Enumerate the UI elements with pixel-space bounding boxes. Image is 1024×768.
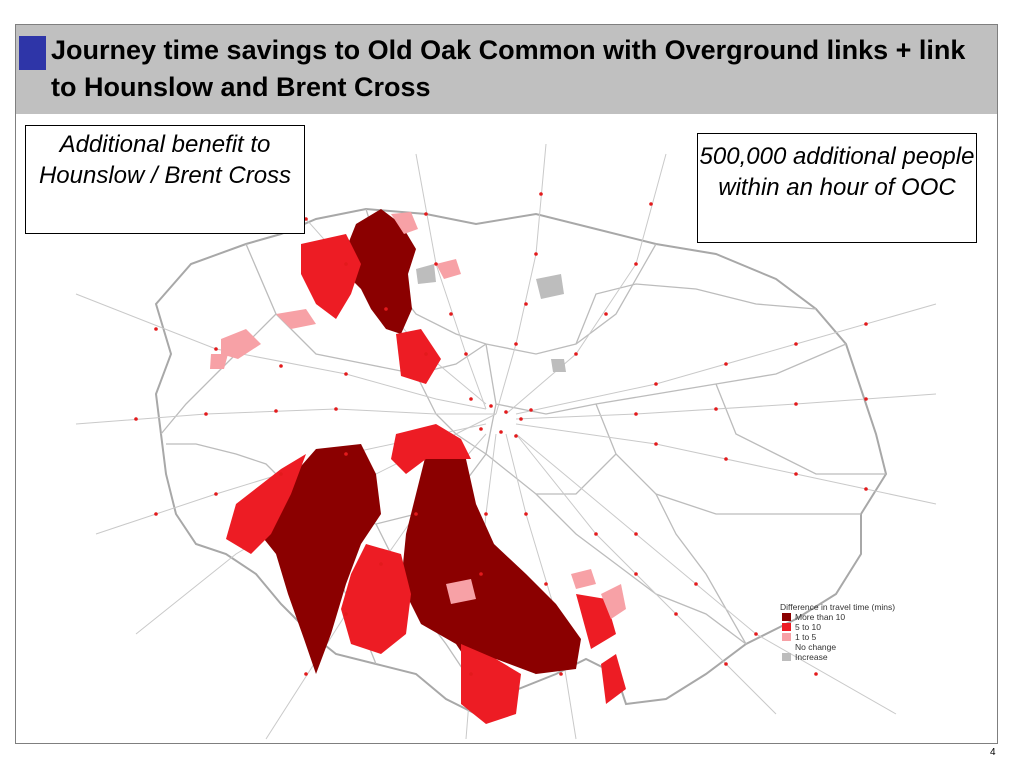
legend-label: 5 to 10 xyxy=(795,622,821,632)
legend-item: No change xyxy=(780,642,900,652)
title-bar: Journey time savings to Old Oak Common w… xyxy=(16,25,997,114)
legend-swatch xyxy=(782,643,791,651)
slide: Journey time savings to Old Oak Common w… xyxy=(15,24,998,744)
legend-item: More than 10 xyxy=(780,612,900,622)
legend-item: Increase xyxy=(780,652,900,662)
savings-mid xyxy=(226,234,626,724)
callout-additional-people: 500,000 additional people within an hour… xyxy=(697,133,977,243)
increase-areas xyxy=(416,264,566,372)
legend-swatch xyxy=(782,633,791,641)
slide-title: Journey time savings to Old Oak Common w… xyxy=(51,35,966,102)
title-marker xyxy=(19,36,46,70)
legend-title: Difference in travel time (mins) xyxy=(780,602,896,612)
borough-boundaries xyxy=(160,208,886,675)
callout-hounslow-brent-cross: Additional benefit to Hounslow / Brent C… xyxy=(25,125,305,234)
stations xyxy=(134,192,868,676)
legend-label: More than 10 xyxy=(795,612,846,622)
legend-item: 5 to 10 xyxy=(780,622,900,632)
legend-swatch xyxy=(782,613,791,621)
legend-swatch xyxy=(782,653,791,661)
legend-swatch xyxy=(782,623,791,631)
legend-label: No change xyxy=(795,642,837,652)
london-boundary xyxy=(154,207,888,716)
map-legend: Difference in travel time (mins) More th… xyxy=(780,602,900,662)
legend-item: 1 to 5 xyxy=(780,632,900,642)
savings-light xyxy=(210,212,626,619)
map xyxy=(75,143,937,740)
legend-items: More than 10 5 to 10 1 to 5 No change Increa… xyxy=(780,612,900,662)
legend-label: 1 to 5 xyxy=(795,632,817,642)
legend-label: Increase xyxy=(795,652,828,662)
page-number: 4 xyxy=(990,747,996,758)
